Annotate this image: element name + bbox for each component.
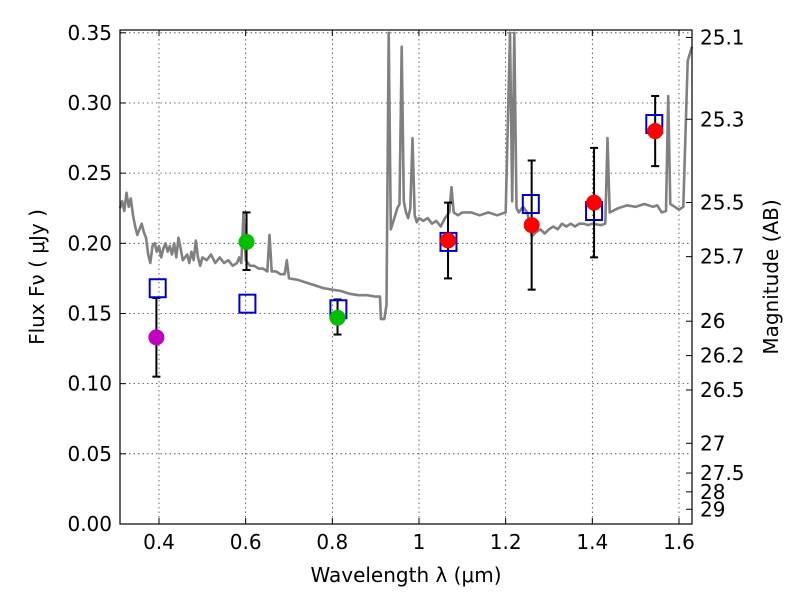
grid-lines xyxy=(120,30,692,524)
x-tick-label: 1.6 xyxy=(663,530,695,554)
x-tick-label: 1 xyxy=(413,530,426,554)
y-tick-label: 0.10 xyxy=(67,372,112,396)
y-tick-label: 0.05 xyxy=(67,442,112,466)
measurement-point xyxy=(586,194,603,211)
magnitude-tick-label: 26.5 xyxy=(700,378,745,402)
y-tick-label: 0.00 xyxy=(67,512,112,536)
x-tick-label: 0.6 xyxy=(230,530,262,554)
y-tick-label: 0.30 xyxy=(67,91,112,115)
sed-line-layer xyxy=(118,31,694,321)
magnitude-tick-label: 25.7 xyxy=(700,245,745,269)
x-tick-label: 1.4 xyxy=(576,530,608,554)
measurement-point xyxy=(523,217,540,234)
magnitude-tick-label: 27 xyxy=(700,431,725,455)
y-tick-labels: 0.00 0.05 0.10 0.15 0.20 0.25 0.30 0.35 xyxy=(67,21,112,536)
measurement-point xyxy=(440,232,457,249)
x-tick-label: 1.2 xyxy=(490,530,522,554)
x-axis-title: Wavelength λ (μm) xyxy=(310,563,501,587)
magnitude-tick-label: 25.3 xyxy=(700,107,745,131)
measurement-point xyxy=(148,329,165,346)
error-bar-layer xyxy=(152,94,660,378)
measurement-point xyxy=(238,233,255,250)
axis-ticks xyxy=(120,30,692,525)
y-tick-label: 0.35 xyxy=(67,21,112,45)
measurement-point xyxy=(329,309,346,326)
measurement-point-layer xyxy=(148,123,664,346)
magnitude-tick-label: 26.2 xyxy=(700,344,745,368)
measurement-point xyxy=(647,123,664,140)
y-tick-label: 0.15 xyxy=(67,301,112,325)
x-tick-label: 0.4 xyxy=(143,530,175,554)
magnitude-tick-label: 25.5 xyxy=(700,190,745,214)
x-tick-labels: 0.4 0.6 0.8 1 1.2 1.4 1.6 xyxy=(143,530,695,554)
plot-frame xyxy=(119,29,693,525)
model-square-layer xyxy=(148,114,664,320)
sed-model-line xyxy=(118,31,694,321)
model-photometry-square xyxy=(148,278,167,299)
x-tick-label: 0.8 xyxy=(316,530,348,554)
model-photometry-square xyxy=(521,194,540,215)
magnitude-tick-label: 25.1 xyxy=(700,25,745,49)
magnitude-tick-label: 28 xyxy=(700,480,725,504)
magnitude-tick-label: 26 xyxy=(700,309,725,333)
magnitude-tick-label: 29 xyxy=(700,497,725,521)
y-axis-title: Flux Fν ( μJy ) xyxy=(25,209,49,345)
magnitude-tick-label: 27.5 xyxy=(700,461,745,485)
model-photometry-square xyxy=(238,293,257,314)
right-axis-title: Magnitude (AB) xyxy=(759,199,783,354)
y-tick-label: 0.25 xyxy=(67,161,112,185)
y-tick-label: 0.20 xyxy=(67,231,112,255)
